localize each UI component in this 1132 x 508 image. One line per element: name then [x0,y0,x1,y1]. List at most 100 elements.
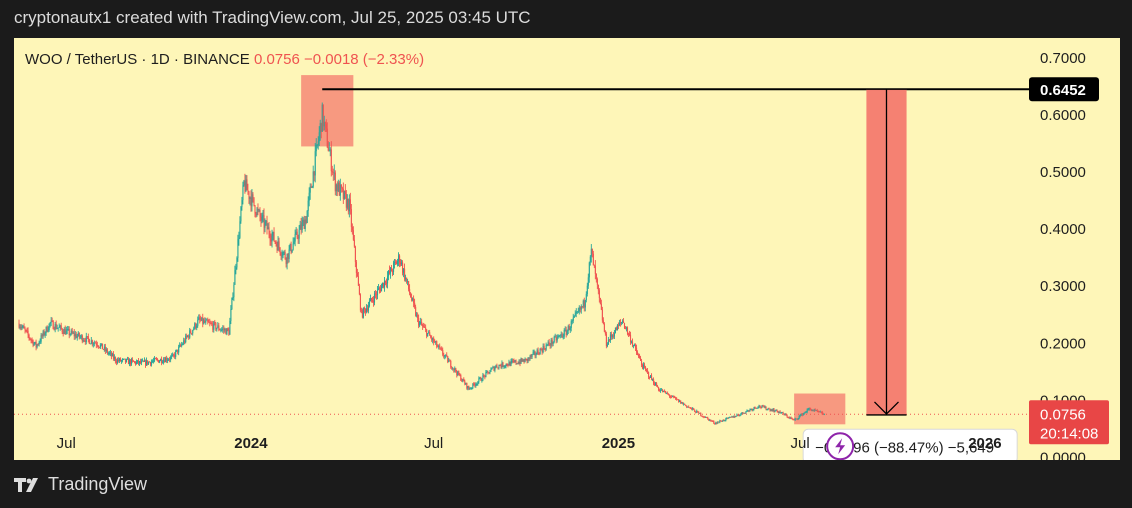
candle [100,343,102,347]
candle [66,325,68,335]
chart-area[interactable]: −0.5696 (−88.47%) −5,649 0.7000 0.6000 0.5… [14,38,1120,460]
candle-body [401,262,403,265]
candle-body [431,337,433,341]
candle-body [564,329,566,331]
price-chart[interactable]: −0.5696 (−88.47%) −5,649 0.70000.60000.5… [14,38,1120,460]
candle [771,408,773,412]
candle-body [599,298,601,304]
candle [527,357,529,364]
candle [464,379,466,386]
candle [574,310,576,317]
candle [415,304,417,317]
candle-body [341,187,343,189]
candle-body [745,411,747,414]
candle [554,333,556,338]
candle-body [712,421,714,422]
candle [215,321,217,332]
tradingview-brand[interactable]: TradingView [14,474,147,495]
candle [175,349,177,360]
candle [140,358,142,365]
candle [101,343,103,350]
candle [746,409,748,412]
candle [360,307,362,314]
candle-body [21,327,23,328]
candle-body [740,413,742,416]
candle-body [360,310,362,312]
candle-body [711,420,713,422]
candle-body [796,418,798,420]
candle [713,420,715,425]
candle [740,412,742,416]
candle [86,336,88,339]
candle-body [256,208,258,216]
candle-body [291,249,293,253]
candle-body [622,321,625,324]
candle-body [550,339,552,346]
candle [21,324,23,330]
candle [727,417,729,419]
candle [577,307,579,314]
candle-body [806,409,808,413]
candle-body [781,412,783,414]
candle [571,319,573,325]
candle-body [75,334,77,338]
candle [604,330,606,336]
candle-body [22,326,24,328]
candle-body [476,384,478,385]
last-price-label[interactable] [1029,400,1109,445]
candle-body [510,360,512,366]
candle-body [331,171,333,173]
candle-body [260,217,262,221]
candle [366,304,369,313]
candle [300,217,302,235]
candle [593,264,595,269]
candle-body [641,360,643,365]
candle-body [545,345,547,350]
candle [188,334,190,340]
candle [750,408,752,411]
candle [239,216,241,239]
candle [659,388,661,392]
candle-body [353,239,355,247]
candle [671,395,673,399]
candle [122,358,125,361]
candle [282,251,284,259]
candle-body [65,330,67,335]
candle-body [692,408,694,410]
candle-body [472,383,474,388]
candle-body [354,246,356,263]
candle-body [132,360,135,362]
candle-body [51,320,53,322]
candle-body [461,380,463,382]
candle-body [96,344,98,346]
candle-body [48,323,50,331]
level-price-label[interactable] [1029,77,1099,102]
candle-body [751,409,753,411]
lightning-bolt [835,438,846,455]
candle-body [234,270,236,285]
candle [677,399,679,401]
candle-body [181,344,183,346]
candle-body [333,172,335,174]
candle [693,408,695,411]
candle-body [365,308,368,313]
candle-body [419,322,421,326]
candle [84,337,86,345]
tradingview-logo-icon [14,477,42,493]
candle [295,226,297,235]
candle-body [172,354,174,356]
candle-body [684,403,686,405]
candle [356,268,358,277]
candle-body [434,342,436,343]
candle-body [102,349,104,350]
candle-body [736,414,738,417]
candle-body [625,327,628,329]
candle [331,165,333,176]
candle [260,213,262,227]
candle [136,360,139,364]
candle [455,367,457,373]
candle-body [210,322,212,324]
candle-body [474,384,476,386]
candle-body [573,315,575,318]
candle-body [551,339,553,344]
